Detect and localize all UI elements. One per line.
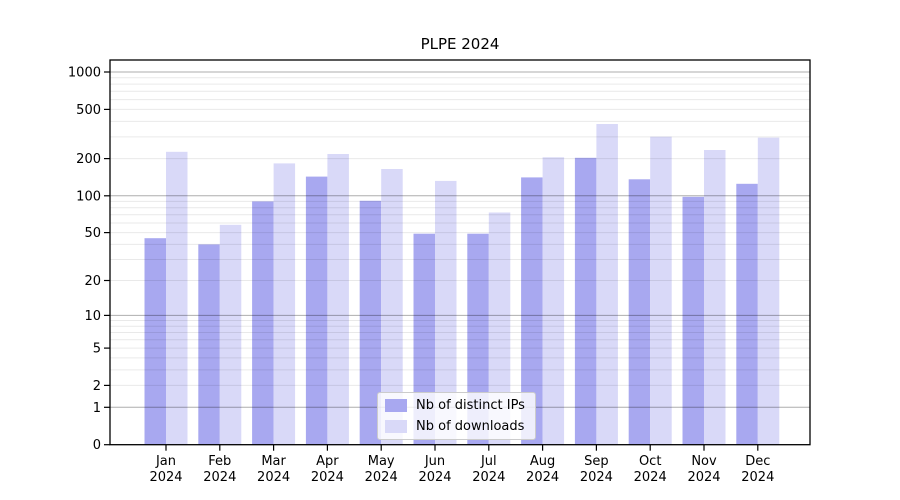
y-tick-label-200: 200: [76, 152, 101, 167]
x-tick-label-oct-2024-year: 2024: [634, 470, 667, 485]
x-tick-label-dec: Dec: [745, 454, 770, 469]
bar-nb-of-distinct-ips-apr-2024: [305, 176, 328, 445]
y-tick-label-20: 20: [84, 274, 101, 289]
bar-nb-of-distinct-ips-sep-2024: [574, 157, 597, 445]
bar-nb-of-distinct-ips-jun-2024: [413, 233, 435, 445]
plot-border: [109, 59, 811, 446]
bar-nb-of-downloads-jan-2024: [166, 151, 188, 445]
x-tick-label-jan-2024-year: 2024: [149, 470, 182, 485]
legend-item-distinct-ips: Nb of distinct IPs: [385, 397, 525, 414]
x-tick-label-nov-2024-year: 2024: [687, 470, 720, 485]
bar-nb-of-distinct-ips-mar-2024: [252, 201, 274, 445]
x-tick-label-may-2024-year: 2024: [365, 470, 398, 485]
legend-label-downloads: Nb of downloads: [416, 419, 525, 434]
y-tick-label-50: 50: [84, 226, 101, 241]
x-tick-label-sep-2024-year: 2024: [580, 470, 613, 485]
bar-nb-of-distinct-ips-dec-2024: [736, 183, 758, 445]
x-tick-label-apr-2024-year: 2024: [311, 470, 344, 485]
y-tick-label-5: 5: [93, 342, 101, 357]
y-tick-label-1000: 1000: [68, 66, 101, 81]
x-tick-label-jun-2024-year: 2024: [418, 470, 451, 485]
bar-nb-of-distinct-ips-nov-2024: [682, 196, 704, 445]
legend-swatch-distinct-ips: [385, 399, 407, 412]
bar-nb-of-downloads-aug-2024: [542, 157, 565, 445]
bar-nb-of-downloads-mar-2024: [273, 163, 296, 445]
bar-nb-of-downloads-oct-2024: [650, 136, 672, 445]
y-tick-label-1: 1: [93, 401, 101, 416]
x-tick-label-nov: Nov: [691, 454, 717, 469]
bar-nb-of-downloads-nov-2024: [704, 150, 726, 445]
x-tick-label-feb-2024-year: 2024: [203, 470, 236, 485]
bar-nb-of-downloads-jul-2024: [488, 212, 511, 445]
y-tick-label-2: 2: [93, 379, 101, 394]
bar-nb-of-downloads-feb-2024: [219, 224, 242, 445]
x-tick-label-jan: Jan: [155, 454, 176, 469]
bar-nb-of-distinct-ips-jul-2024: [467, 233, 489, 445]
x-tick-label-jul-2024-year: 2024: [472, 470, 505, 485]
legend-swatch-downloads: [385, 420, 407, 433]
x-tick-label-aug-2024-year: 2024: [526, 470, 559, 485]
x-tick-label-dec-2024-year: 2024: [741, 470, 774, 485]
bar-nb-of-distinct-ips-aug-2024: [521, 177, 543, 445]
legend: Nb of distinct IPs Nb of downloads: [377, 392, 536, 440]
bar-nb-of-downloads-dec-2024: [757, 137, 780, 445]
x-tick-label-aug: Aug: [530, 454, 555, 469]
y-tick-label-10: 10: [84, 309, 101, 324]
legend-item-downloads: Nb of downloads: [385, 418, 525, 435]
x-tick-label-feb: Feb: [208, 454, 231, 469]
bar-nb-of-distinct-ips-jan-2024: [144, 238, 166, 445]
x-tick-label-apr: Apr: [316, 454, 339, 469]
legend-label-distinct-ips: Nb of distinct IPs: [416, 398, 525, 413]
chart-title: PLPE 2024: [420, 35, 500, 53]
bar-nb-of-downloads-may-2024: [381, 169, 403, 445]
y-tick-label-0: 0: [93, 438, 101, 453]
x-tick-label-sep: Sep: [584, 454, 609, 469]
bar-nb-of-distinct-ips-feb-2024: [198, 244, 220, 445]
bar-nb-of-downloads-apr-2024: [327, 154, 349, 445]
x-tick-label-jul: Jul: [480, 454, 497, 469]
x-tick-label-jun: Jun: [424, 454, 445, 469]
y-tick-label-100: 100: [76, 189, 101, 204]
x-tick-label-mar-2024-year: 2024: [257, 470, 290, 485]
bar-nb-of-downloads-sep-2024: [596, 124, 618, 445]
bar-nb-of-distinct-ips-may-2024: [359, 200, 382, 445]
x-tick-label-oct: Oct: [639, 454, 661, 469]
bar-nb-of-distinct-ips-oct-2024: [628, 179, 651, 445]
x-tick-label-may: May: [368, 454, 395, 469]
x-tick-label-mar: Mar: [261, 454, 286, 469]
bar-nb-of-downloads-jun-2024: [435, 180, 457, 445]
y-tick-label-500: 500: [76, 103, 101, 118]
